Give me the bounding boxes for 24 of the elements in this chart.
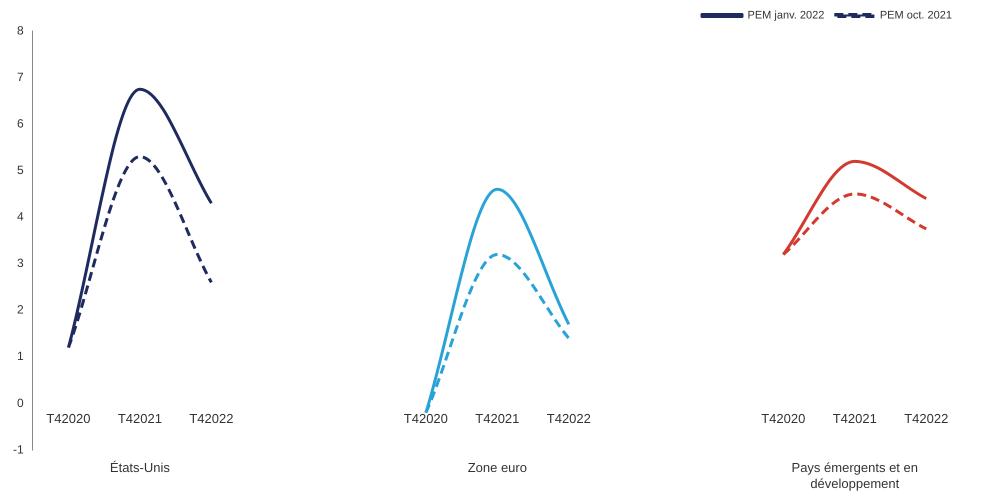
y-tick-label: 7 — [16, 70, 24, 84]
y-tick-label: 3 — [16, 256, 24, 270]
legend-label: PEM janv. 2022 — [748, 10, 824, 22]
text: Zone euro — [468, 460, 527, 476]
y-tick-label: 5 — [16, 162, 24, 177]
x-tick-label: T42021 — [475, 410, 520, 426]
x-tick-label: T42021 — [118, 410, 162, 426]
y-tick-label: 1 — [16, 349, 24, 364]
x-tick-label: T42020 — [46, 410, 90, 426]
y-tick-label: 8 — [16, 23, 24, 38]
text: Pays émergents et en développement — [792, 460, 918, 492]
x-tick-label: T42020 — [404, 410, 448, 426]
x-tick-label: T42022 — [189, 410, 234, 426]
x-tick-label: T42020 — [761, 410, 806, 426]
text: États-Unis — [110, 460, 170, 476]
y-tick-label: 4 — [16, 210, 24, 224]
x-tick-label: T42022 — [546, 410, 591, 426]
x-tick-label: T42021 — [832, 410, 877, 426]
y-tick-label: 0 — [16, 396, 24, 410]
x-tick-label: T42022 — [904, 410, 948, 426]
y-tick-label: -1 — [13, 442, 24, 456]
legend-label: PEM oct. 2021 — [880, 10, 952, 22]
y-tick-label: 6 — [16, 116, 24, 130]
y-tick-label: 2 — [16, 302, 24, 317]
